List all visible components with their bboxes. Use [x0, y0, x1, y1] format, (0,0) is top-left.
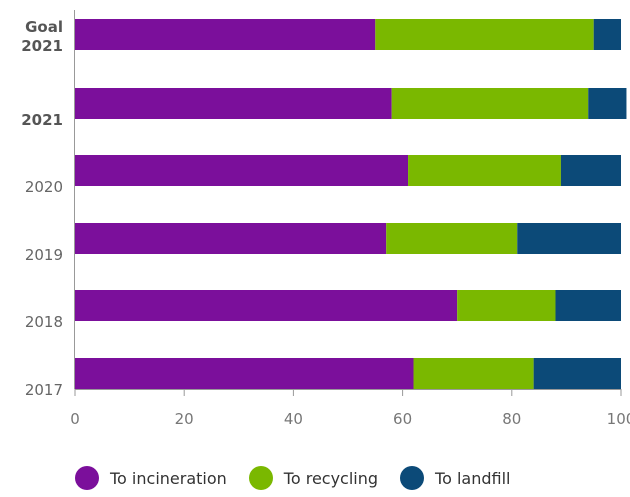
legend-swatch-landfill [400, 466, 425, 490]
category-label-2018: 2018 [25, 313, 63, 331]
stacked-bar-chart: Goal 2021 2021 2020 2019 2018 2017 0 20 40 60 80 10… [21, 10, 630, 428]
legend-item-incineration: To incineration [75, 466, 227, 490]
bar-2017-series-0 [75, 358, 414, 389]
bar-goal-2021-series-2 [593, 19, 621, 50]
bar-2020-series-1 [408, 155, 561, 186]
bar-2020-series-0 [75, 155, 409, 186]
legend-swatch-incineration [75, 466, 99, 490]
legend-label-incineration: To incineration [110, 468, 227, 488]
bar-2017-series-2 [533, 358, 621, 389]
bar-2019-series-2 [517, 223, 621, 254]
bar-2021-series-0 [75, 88, 392, 119]
category-label-2020: 2020 [25, 178, 63, 196]
category-label-2021: 2021 [21, 111, 63, 129]
category-label-2017: 2017 [25, 381, 63, 399]
bar-2020-series-2 [560, 155, 621, 186]
bar-goal-2021-series-0 [75, 19, 376, 50]
category-labels: Goal 2021 2021 2020 2019 2018 2017 [21, 18, 63, 399]
legend-item-landfill: To landfill [400, 466, 510, 490]
bar-2019-series-1 [386, 223, 518, 254]
x-tick-label-60: 60 [393, 410, 412, 428]
x-axis-ticks: 0 20 40 60 80 100 [70, 389, 630, 428]
bar-2018-series-2 [555, 290, 621, 321]
x-tick-label-0: 0 [70, 410, 80, 428]
x-tick-label-100: 100 [607, 410, 630, 428]
bar-2021-series-1 [391, 88, 589, 119]
legend-label-landfill: To landfill [435, 468, 511, 488]
bar-2018-series-0 [75, 290, 458, 321]
x-tick-label-20: 20 [175, 410, 194, 428]
legend-label-recycling: To recycling [283, 468, 379, 488]
bars-group [75, 19, 627, 389]
bar-2017-series-1 [413, 358, 534, 389]
category-label-2019: 2019 [25, 246, 63, 264]
legend-item-recycling: To recycling [248, 466, 379, 490]
bar-goal-2021-series-1 [375, 19, 594, 50]
category-label-goal-2021: Goal 2021 [21, 18, 63, 55]
bar-2021-series-2 [588, 88, 627, 119]
bar-2019-series-0 [75, 223, 387, 254]
bar-2018-series-1 [457, 290, 556, 321]
x-tick-label-80: 80 [502, 410, 521, 428]
legend-swatch-recycling [248, 466, 273, 490]
legend: To incineration To recycling To landfill [75, 466, 532, 490]
x-tick-label-40: 40 [284, 410, 303, 428]
